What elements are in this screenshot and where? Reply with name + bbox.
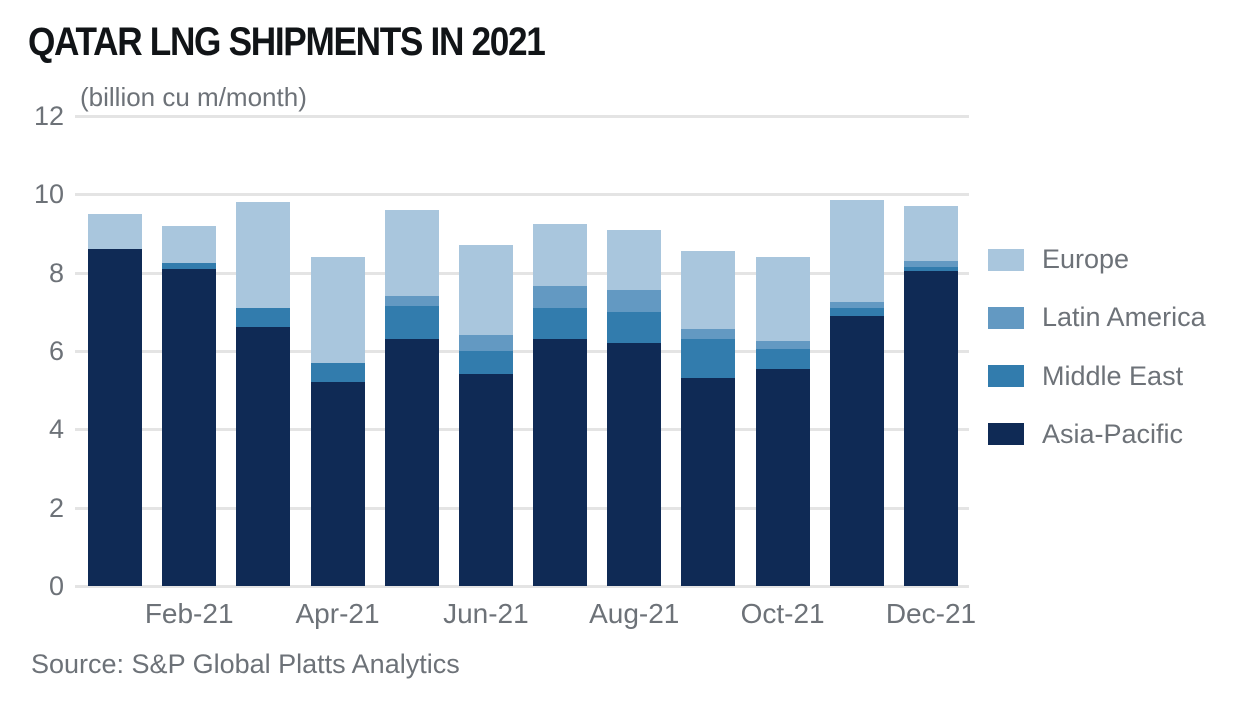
gridline-y-6 — [75, 349, 969, 353]
legend-item-europe: Europe — [988, 244, 1129, 275]
bar-segment-middle-east-apr-21 — [310, 362, 365, 383]
bar-segment-europe-jan-21 — [88, 213, 142, 250]
legend-swatch-latin-america — [988, 306, 1024, 329]
bar-segment-latin-america-oct-21 — [755, 341, 810, 350]
bar-segment-asia-pacific-nov-21 — [829, 315, 884, 586]
bar-segment-europe-nov-21 — [829, 200, 884, 302]
bar-segment-middle-east-jul-21 — [533, 307, 588, 340]
bar-segment-middle-east-may-21 — [384, 305, 439, 340]
bar-segment-middle-east-feb-21 — [162, 262, 217, 269]
bar-segment-asia-pacific-feb-21 — [162, 268, 217, 586]
bar-segment-latin-america-jun-21 — [458, 335, 513, 351]
bar-segment-asia-pacific-oct-21 — [755, 368, 810, 586]
bar-segment-asia-pacific-jul-21 — [533, 339, 588, 586]
bar-segment-asia-pacific-dec-21 — [903, 270, 958, 586]
chart-units-label: (billion cu m/month) — [80, 82, 307, 112]
gridline-y-10 — [75, 193, 969, 197]
bar-segment-asia-pacific-aug-21 — [607, 343, 662, 586]
bar-segment-latin-america-may-21 — [384, 296, 439, 306]
legend-swatch-europe — [988, 248, 1024, 271]
bar-segment-europe-oct-21 — [755, 256, 810, 342]
bar-segment-latin-america-dec-21 — [903, 260, 958, 267]
x-axis-tick-dec-21: Dec-21 — [885, 598, 977, 629]
bar-segment-asia-pacific-apr-21 — [310, 382, 365, 586]
x-axis-tick-aug-21: Aug-21 — [589, 598, 680, 629]
bar-segment-middle-east-jun-21 — [458, 350, 513, 375]
bar-segment-latin-america-sep-21 — [681, 329, 736, 340]
y-axis-tick-4: 4 — [48, 414, 64, 445]
legend-label-middle-east: Middle East — [1042, 360, 1184, 391]
legend-label-latin-america: Latin America — [1042, 302, 1206, 333]
y-axis-tick-0: 0 — [48, 571, 64, 601]
bar-segment-europe-feb-21 — [162, 225, 217, 263]
bar-segment-middle-east-dec-21 — [903, 266, 958, 271]
bar-segment-latin-america-aug-21 — [607, 290, 662, 312]
chart-title: QATAR LNG SHIPMENTS IN 2021 — [28, 20, 546, 64]
x-axis-tick-oct-21: Oct-21 — [740, 598, 825, 629]
y-axis-tick-12: 12 — [33, 100, 64, 131]
bar-segment-middle-east-sep-21 — [681, 339, 736, 379]
legend-label-asia-pacific: Asia-Pacific — [1042, 418, 1184, 449]
gridline-y-4 — [75, 428, 969, 432]
bar-segment-latin-america-nov-21 — [829, 302, 884, 308]
x-axis-tick-apr-21: Apr-21 — [295, 598, 380, 629]
bar-segment-europe-may-21 — [384, 209, 439, 297]
y-axis-tick-10: 10 — [33, 179, 64, 210]
source-note: Source: S&P Global Platts Analytics — [31, 649, 460, 679]
bar-segment-latin-america-jul-21 — [533, 286, 588, 308]
legend-item-middle-east: Middle East — [988, 361, 1183, 392]
y-axis-tick-8: 8 — [48, 257, 64, 288]
legend-item-asia-pacific: Asia-Pacific — [988, 419, 1183, 450]
bar-segment-asia-pacific-jun-21 — [458, 374, 513, 586]
gridline-y-2 — [75, 506, 969, 510]
bar-segment-asia-pacific-may-21 — [384, 339, 439, 586]
bar-segment-middle-east-mar-21 — [236, 307, 291, 328]
bar-segment-europe-dec-21 — [903, 206, 958, 261]
gridline-y-12 — [75, 114, 969, 118]
bar-segment-middle-east-aug-21 — [607, 311, 662, 344]
x-axis-tick-feb-21: Feb-21 — [144, 598, 234, 629]
bar-segment-europe-jul-21 — [533, 223, 588, 287]
gridline-y-0 — [75, 585, 969, 588]
bar-segment-asia-pacific-jan-21 — [88, 249, 142, 586]
bar-segment-middle-east-oct-21 — [755, 349, 810, 369]
x-axis-tick-jun-21: Jun-21 — [443, 598, 529, 629]
y-axis-tick-2: 2 — [48, 492, 64, 523]
legend-item-latin-america: Latin America — [988, 302, 1206, 333]
bar-segment-middle-east-nov-21 — [829, 307, 884, 316]
bar-segment-europe-jun-21 — [458, 245, 513, 336]
legend-swatch-asia-pacific — [988, 423, 1024, 446]
bar-segment-asia-pacific-sep-21 — [681, 378, 736, 586]
y-axis-tick-6: 6 — [48, 335, 64, 366]
legend-swatch-middle-east — [988, 365, 1024, 388]
bar-segment-europe-apr-21 — [310, 256, 365, 363]
bar-segment-asia-pacific-mar-21 — [236, 327, 291, 586]
legend-label-europe: Europe — [1042, 244, 1130, 274]
bar-segment-europe-mar-21 — [236, 202, 291, 308]
gridline-y-8 — [75, 271, 969, 275]
bar-segment-europe-aug-21 — [607, 229, 662, 291]
bar-segment-europe-sep-21 — [681, 251, 736, 330]
